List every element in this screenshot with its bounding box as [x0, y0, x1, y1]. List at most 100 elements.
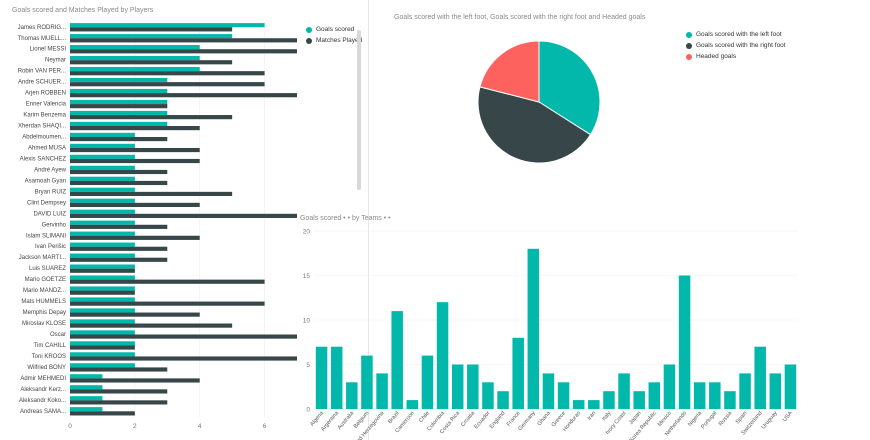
- team-goals-bar[interactable]: [482, 382, 494, 409]
- matches-played-bar[interactable]: [70, 147, 200, 153]
- goals-scored-bar[interactable]: [70, 77, 168, 83]
- goals-scored-bar[interactable]: [70, 99, 168, 105]
- matches-played-bar[interactable]: [70, 38, 297, 43]
- team-goals-bar[interactable]: [451, 364, 464, 410]
- team-goals-bar[interactable]: [739, 373, 751, 409]
- matches-played-bar[interactable]: [70, 213, 297, 218]
- goals-scored-bar[interactable]: [70, 121, 168, 127]
- matches-played-bar[interactable]: [70, 235, 200, 240]
- team-goals-bar[interactable]: [709, 382, 721, 409]
- goals-scored-bar[interactable]: [70, 264, 135, 269]
- team-goals-bar[interactable]: [361, 355, 373, 409]
- team-goals-bar[interactable]: [769, 373, 782, 409]
- matches-played-bar[interactable]: [70, 224, 168, 229]
- goals-scored-bar[interactable]: [70, 187, 135, 192]
- team-goals-bar[interactable]: [542, 373, 555, 409]
- goals-scored-bar[interactable]: [70, 45, 200, 50]
- matches-played-bar[interactable]: [70, 246, 168, 251]
- goals-scored-bar[interactable]: [70, 319, 135, 324]
- matches-played-bar[interactable]: [70, 49, 297, 54]
- matches-played-bar[interactable]: [70, 323, 233, 328]
- team-goals-bar[interactable]: [421, 355, 434, 409]
- matches-played-bar[interactable]: [70, 158, 200, 164]
- goals-scored-bar[interactable]: [70, 56, 200, 61]
- players-scrollbar[interactable]: [357, 30, 361, 190]
- matches-played-bar[interactable]: [70, 60, 233, 65]
- goals-scored-bar[interactable]: [70, 154, 135, 159]
- team-goals-bar[interactable]: [406, 400, 419, 409]
- team-goals-bar[interactable]: [376, 373, 388, 409]
- goals-scored-bar[interactable]: [70, 330, 135, 335]
- team-goals-bar[interactable]: [603, 391, 615, 409]
- team-goals-bar[interactable]: [663, 364, 676, 410]
- goals-scored-bar[interactable]: [70, 352, 135, 357]
- team-goals-bar[interactable]: [557, 382, 570, 409]
- team-goals-bar[interactable]: [588, 400, 600, 409]
- goals-scored-bar[interactable]: [70, 198, 135, 203]
- matches-played-bar[interactable]: [70, 93, 297, 98]
- matches-played-bar[interactable]: [70, 169, 168, 175]
- goals-scored-bar[interactable]: [70, 363, 135, 368]
- team-goals-bar[interactable]: [784, 364, 797, 410]
- team-goals-bar[interactable]: [527, 248, 540, 409]
- matches-played-bar[interactable]: [70, 191, 233, 197]
- matches-played-bar[interactable]: [70, 356, 297, 361]
- team-goals-bar[interactable]: [724, 391, 736, 409]
- team-goals-bar[interactable]: [436, 302, 449, 409]
- team-goals-bar[interactable]: [618, 373, 630, 409]
- team-goals-bar[interactable]: [467, 364, 479, 410]
- goals-scored-bar[interactable]: [70, 66, 200, 72]
- goals-scored-bar[interactable]: [70, 286, 135, 291]
- matches-played-bar[interactable]: [70, 279, 265, 284]
- team-goals-bar[interactable]: [497, 391, 509, 409]
- pie-legend-item[interactable]: Headed goals: [686, 51, 786, 62]
- goals-scored-bar[interactable]: [70, 275, 135, 280]
- matches-played-bar[interactable]: [70, 301, 265, 306]
- matches-played-bar[interactable]: [70, 126, 200, 131]
- goals-scored-bar[interactable]: [70, 385, 103, 390]
- goals-scored-bar[interactable]: [70, 23, 265, 28]
- matches-played-bar[interactable]: [70, 268, 135, 273]
- team-goals-bar[interactable]: [648, 382, 661, 409]
- matches-played-bar[interactable]: [70, 378, 200, 383]
- goals-scored-bar[interactable]: [70, 88, 168, 94]
- pie-legend-item[interactable]: Goals scored with the right foot: [686, 40, 786, 51]
- matches-played-bar[interactable]: [70, 389, 168, 394]
- matches-played-bar[interactable]: [70, 290, 135, 295]
- matches-played-bar[interactable]: [70, 411, 135, 416]
- legend-matches-played[interactable]: Matches Played: [306, 35, 362, 46]
- matches-played-bar[interactable]: [70, 367, 168, 372]
- team-goals-bar[interactable]: [315, 346, 328, 409]
- goals-scored-bar[interactable]: [70, 143, 135, 148]
- team-goals-bar[interactable]: [754, 346, 766, 409]
- pie-slice-2[interactable]: [477, 86, 592, 164]
- goals-scored-bar[interactable]: [70, 341, 135, 346]
- goals-scored-bar[interactable]: [70, 231, 135, 236]
- team-goals-bar[interactable]: [678, 275, 691, 410]
- team-goals-bar[interactable]: [512, 337, 524, 409]
- pie-slice-3[interactable]: [479, 40, 540, 103]
- goals-scored-bar[interactable]: [70, 110, 168, 116]
- goals-scored-bar[interactable]: [70, 396, 103, 401]
- matches-played-bar[interactable]: [70, 312, 200, 317]
- pie-legend-item[interactable]: Goals scored with the left foot: [686, 29, 786, 40]
- team-goals-bar[interactable]: [693, 382, 706, 409]
- matches-played-bar[interactable]: [70, 27, 233, 32]
- goals-scored-bar[interactable]: [70, 209, 135, 214]
- goals-scored-bar[interactable]: [70, 374, 103, 379]
- goals-scored-bar[interactable]: [70, 242, 135, 247]
- matches-played-bar[interactable]: [70, 334, 297, 339]
- matches-played-bar[interactable]: [70, 257, 168, 262]
- goals-scored-bar[interactable]: [70, 34, 233, 39]
- goals-scored-bar[interactable]: [70, 297, 135, 302]
- matches-played-bar[interactable]: [70, 400, 168, 405]
- matches-played-bar[interactable]: [70, 71, 265, 76]
- goals-scored-bar[interactable]: [70, 253, 135, 258]
- team-goals-bar[interactable]: [391, 311, 403, 409]
- goals-scored-bar[interactable]: [70, 407, 103, 412]
- goals-scored-bar[interactable]: [70, 132, 135, 137]
- matches-played-bar[interactable]: [70, 82, 265, 87]
- matches-played-bar[interactable]: [70, 136, 168, 142]
- goals-scored-bar[interactable]: [70, 165, 135, 170]
- team-goals-bar[interactable]: [572, 400, 585, 409]
